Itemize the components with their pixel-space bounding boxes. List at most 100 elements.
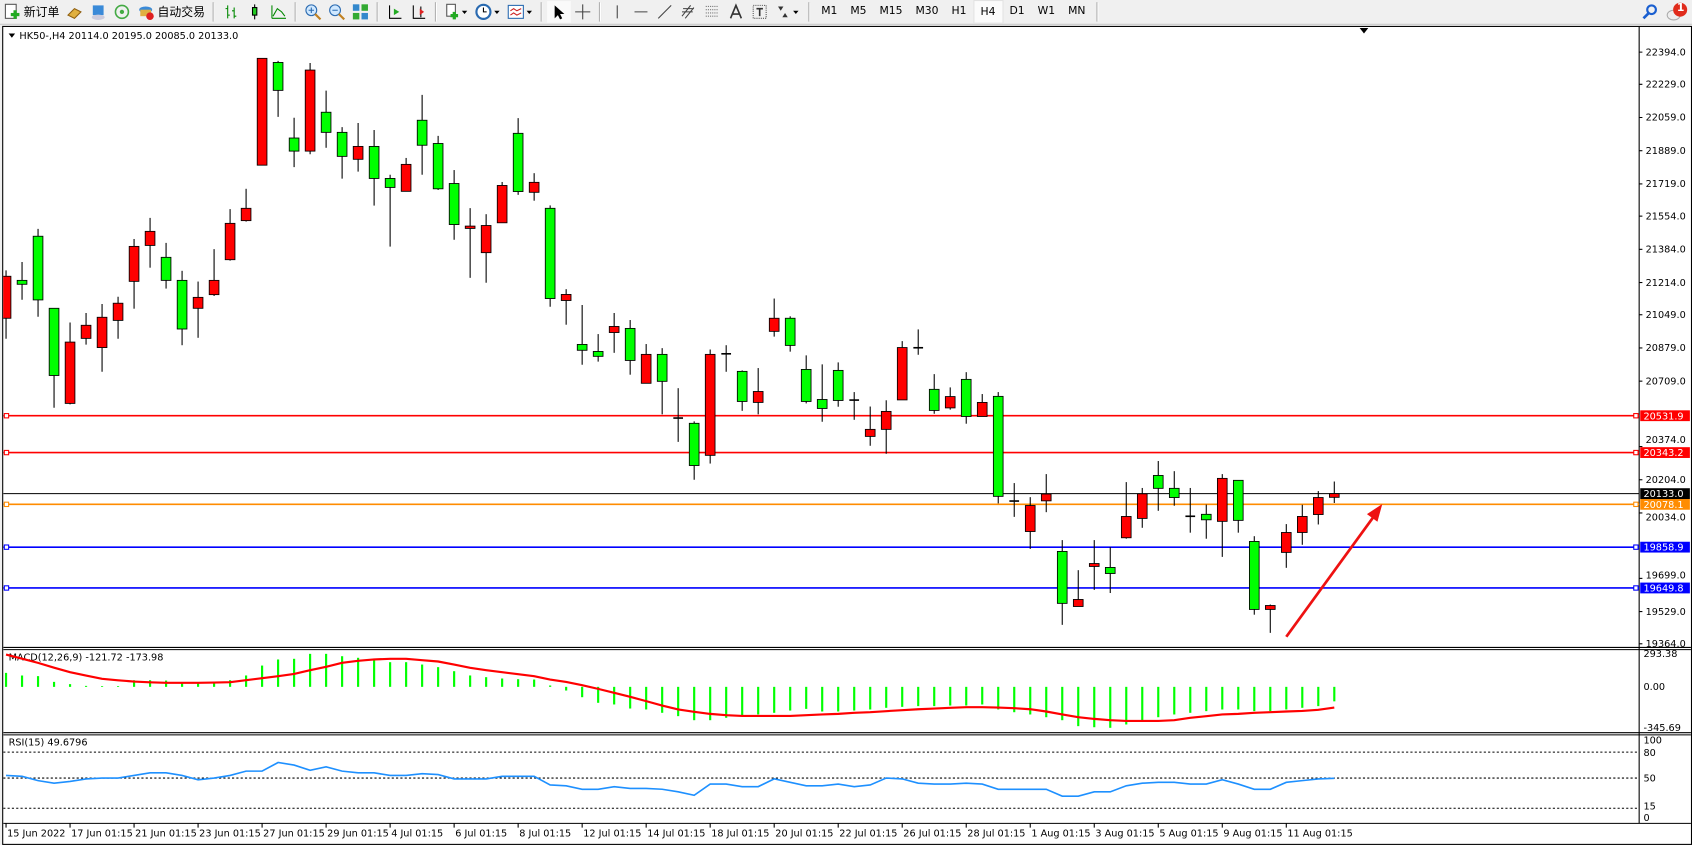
candle[interactable] — [1297, 504, 1308, 545]
horizontal-line-tool[interactable] — [629, 1, 653, 23]
arrow-head-icon[interactable] — [1366, 503, 1383, 522]
candle[interactable] — [144, 217, 156, 268]
candle[interactable] — [928, 374, 940, 414]
candle[interactable] — [1200, 504, 1212, 539]
candle[interactable] — [640, 344, 652, 384]
indicators-button[interactable] — [441, 1, 471, 23]
candle[interactable] — [1088, 540, 1100, 590]
arrows-tool[interactable] — [772, 1, 804, 23]
data-window-button[interactable] — [86, 1, 110, 23]
fibonacci-tool[interactable] — [700, 1, 724, 23]
candle[interactable] — [160, 242, 172, 289]
candle[interactable] — [560, 289, 572, 325]
candle[interactable] — [432, 135, 444, 190]
candle[interactable] — [1009, 483, 1020, 517]
candle[interactable] — [288, 117, 300, 168]
candle[interactable] — [464, 208, 476, 278]
candle[interactable] — [592, 334, 604, 362]
trendline-tool[interactable] — [653, 1, 677, 23]
timeframe-m1[interactable]: M1 — [821, 4, 838, 17]
line-anchor-handle[interactable] — [3, 544, 10, 550]
candle[interactable] — [816, 364, 828, 422]
candle[interactable] — [800, 355, 812, 404]
tile-windows-button[interactable] — [349, 1, 373, 23]
candle[interactable] — [352, 122, 364, 172]
bar-chart-button[interactable] — [219, 1, 243, 23]
new-order-button[interactable]: 新订单 — [0, 1, 63, 23]
candle[interactable] — [128, 238, 140, 309]
search-button[interactable] — [1638, 1, 1662, 23]
notifications-button[interactable]: 1 — [1662, 1, 1692, 23]
candle[interactable] — [1313, 491, 1324, 525]
periods-button[interactable] — [472, 1, 504, 23]
candle[interactable] — [1280, 524, 1292, 568]
cursor-tool[interactable] — [547, 1, 571, 23]
candle[interactable] — [1056, 540, 1068, 625]
candle[interactable] — [768, 298, 780, 337]
candle[interactable] — [784, 316, 796, 352]
candle[interactable] — [608, 312, 620, 353]
line-anchor-handle[interactable] — [1633, 501, 1639, 508]
candle[interactable] — [880, 400, 892, 454]
chart-shift-button[interactable] — [407, 1, 431, 23]
candle[interactable] — [1329, 481, 1340, 503]
candle[interactable] — [368, 130, 380, 206]
candle[interactable] — [480, 214, 492, 283]
candle[interactable] — [304, 63, 316, 155]
timeframe-m15[interactable]: M15 — [879, 4, 903, 17]
line-anchor-handle[interactable] — [1633, 585, 1639, 591]
candle[interactable] — [3, 270, 12, 339]
candle[interactable] — [416, 94, 428, 175]
candle[interactable] — [224, 209, 236, 261]
candle[interactable] — [736, 370, 748, 411]
candle[interactable] — [849, 392, 860, 420]
candle[interactable] — [992, 392, 1004, 504]
candle[interactable] — [96, 304, 108, 372]
candle[interactable] — [112, 296, 124, 339]
auto-trading-button[interactable]: 自动交易 — [134, 1, 208, 23]
candle[interactable] — [320, 90, 332, 148]
candle[interactable] — [32, 228, 44, 317]
collapse-triangle-icon[interactable] — [8, 33, 16, 38]
timeframe-w1[interactable]: W1 — [1037, 4, 1056, 17]
candlestick-chart[interactable]: HK50-,H4 20114.0 20195.0 20085.0 20133.0… — [3, 26, 1691, 844]
candle[interactable] — [448, 170, 460, 240]
candle[interactable] — [336, 127, 348, 179]
candle[interactable] — [752, 368, 764, 415]
zoom-out-button[interactable] — [325, 1, 349, 23]
candle[interactable] — [896, 341, 908, 401]
candle[interactable] — [960, 372, 972, 424]
line-anchor-handle[interactable] — [3, 585, 10, 591]
timeframe-m5[interactable]: M5 — [850, 4, 867, 17]
candle[interactable] — [544, 205, 556, 307]
market-watch-button[interactable] — [63, 1, 87, 23]
vertical-line-tool[interactable] — [605, 1, 629, 23]
candle[interactable] — [240, 188, 252, 222]
candle[interactable] — [1216, 474, 1228, 557]
candle[interactable] — [864, 406, 876, 446]
candle[interactable] — [1072, 570, 1084, 607]
candle[interactable] — [512, 118, 524, 195]
timeframe-h1[interactable]: H1 — [951, 4, 967, 17]
candle[interactable] — [656, 348, 668, 415]
candle[interactable] — [176, 270, 188, 346]
line-chart-button[interactable] — [267, 1, 291, 23]
candle[interactable] — [384, 174, 396, 247]
navigator-button[interactable] — [110, 1, 134, 23]
line-anchor-handle[interactable] — [1633, 544, 1639, 550]
candle[interactable] — [1185, 487, 1196, 533]
candle[interactable] — [496, 181, 508, 224]
timeframe-mn[interactable]: MN — [1068, 4, 1086, 17]
candle[interactable] — [944, 387, 956, 410]
candle[interactable] — [208, 249, 220, 297]
line-anchor-handle[interactable] — [1633, 449, 1639, 456]
candle[interactable] — [913, 329, 924, 355]
candle[interactable] — [528, 173, 540, 201]
candle[interactable] — [704, 349, 716, 464]
candle[interactable] — [80, 312, 92, 345]
candle[interactable] — [1168, 471, 1180, 506]
equidistant-channel-tool[interactable] — [677, 1, 701, 23]
zoom-in-button[interactable] — [301, 1, 325, 23]
candle[interactable] — [256, 57, 268, 166]
crosshair-tool[interactable] — [571, 1, 595, 23]
